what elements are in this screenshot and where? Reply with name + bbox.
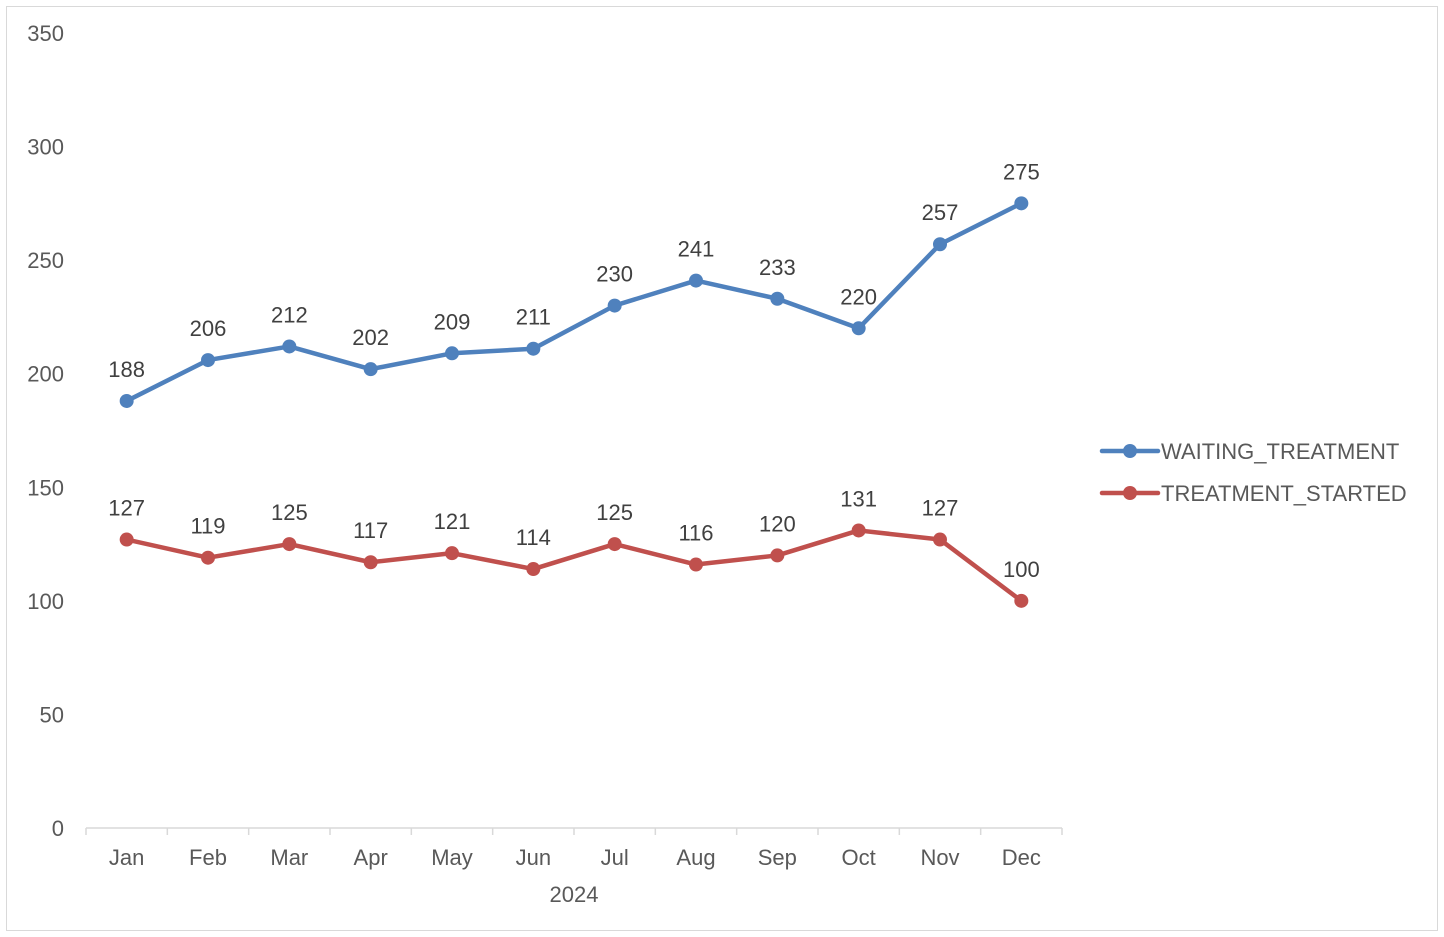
x-tick-label: Jul (601, 845, 629, 870)
y-tick-label: 100 (27, 589, 64, 614)
data-point (689, 273, 703, 288)
data-point (607, 537, 622, 552)
chart-frame (6, 6, 1438, 931)
x-axis-title: 2024 (550, 882, 599, 907)
data-label: 100 (1003, 557, 1040, 582)
legend-swatch-marker (1123, 486, 1137, 500)
data-label: 212 (271, 302, 308, 327)
data-point (526, 341, 541, 356)
legend: WAITING_TREATMENT TREATMENT_STARTED (1099, 439, 1407, 506)
legend-item: TREATMENT_STARTED (1099, 481, 1407, 506)
data-point (201, 550, 215, 565)
y-tick-label: 50 (40, 702, 64, 727)
y-tick-label: 250 (27, 248, 64, 273)
legend-item: WAITING_TREATMENT (1099, 439, 1399, 464)
data-point (851, 523, 866, 538)
data-point (363, 555, 378, 570)
data-label: 119 (190, 514, 225, 539)
legend-swatch-marker (1123, 444, 1137, 458)
data-point (282, 537, 297, 552)
data-point (282, 339, 297, 354)
series-line (124, 528, 1024, 604)
data-point (770, 291, 785, 306)
data-label: 120 (759, 511, 796, 536)
data-label: 131 (840, 486, 877, 511)
legend-label: TREATMENT_STARTED (1161, 481, 1407, 506)
data-label: 125 (271, 500, 308, 525)
x-tick-label: Oct (842, 845, 876, 870)
data-label: 114 (516, 525, 551, 550)
series-line (124, 201, 1024, 404)
x-tick-label: Aug (676, 845, 715, 870)
data-point (526, 562, 541, 577)
data-label: 125 (596, 500, 633, 525)
data-label: 211 (516, 305, 551, 330)
y-tick-label: 0 (52, 816, 64, 841)
x-axis-ticks: Jan Feb Mar Apr May Jun Jul Aug Sep Oct Nov Dec (85, 828, 1063, 870)
y-tick-label: 150 (27, 475, 64, 500)
data-point (119, 532, 134, 547)
data-point (851, 321, 866, 336)
data-label: 233 (759, 255, 796, 280)
data-point (363, 362, 378, 377)
x-tick-label: Mar (270, 845, 308, 870)
data-label: 202 (352, 325, 389, 350)
data-label: 127 (108, 496, 145, 521)
y-axis-ticks: 0 50 100 150 200 250 300 350 (27, 21, 64, 841)
data-point (201, 353, 215, 368)
y-tick-label: 200 (27, 362, 64, 387)
data-label: 220 (840, 284, 877, 309)
data-point (933, 237, 947, 252)
data-label: 206 (190, 316, 227, 341)
y-tick-label: 350 (27, 21, 64, 46)
data-label: 275 (1003, 159, 1040, 184)
data-point (1014, 593, 1029, 608)
data-label: 230 (596, 262, 633, 287)
x-tick-label: Nov (920, 845, 959, 870)
data-point (445, 546, 459, 561)
legend-label: WAITING_TREATMENT (1161, 439, 1399, 464)
series-group: 188 206 212 202 209 211 230 241 233 220 257 275 (108, 159, 1040, 408)
data-label: 117 (353, 518, 388, 543)
data-point (689, 557, 703, 572)
x-tick-label: Sep (758, 845, 797, 870)
data-point (607, 298, 622, 313)
data-label: 121 (434, 509, 471, 534)
x-tick-label: Dec (1002, 845, 1041, 870)
data-point (445, 346, 459, 361)
series-group: 127 119 125 117 121 114 125 116 120 131 127 100 (108, 486, 1040, 608)
x-tick-label: May (431, 845, 473, 870)
x-tick-label: Feb (189, 845, 227, 870)
data-point (119, 393, 134, 408)
x-tick-label: Jun (516, 845, 551, 870)
data-label: 257 (922, 200, 959, 225)
y-tick-label: 300 (27, 135, 64, 160)
x-tick-label: Jan (109, 845, 144, 870)
data-label: 241 (678, 237, 715, 262)
x-tick-label: Apr (354, 845, 388, 870)
data-label: 209 (434, 309, 471, 334)
data-label: 116 (678, 521, 713, 546)
data-point (1014, 196, 1029, 211)
data-point (933, 532, 947, 547)
data-label: 127 (922, 496, 959, 521)
data-label: 188 (108, 357, 145, 382)
data-point (770, 548, 785, 563)
